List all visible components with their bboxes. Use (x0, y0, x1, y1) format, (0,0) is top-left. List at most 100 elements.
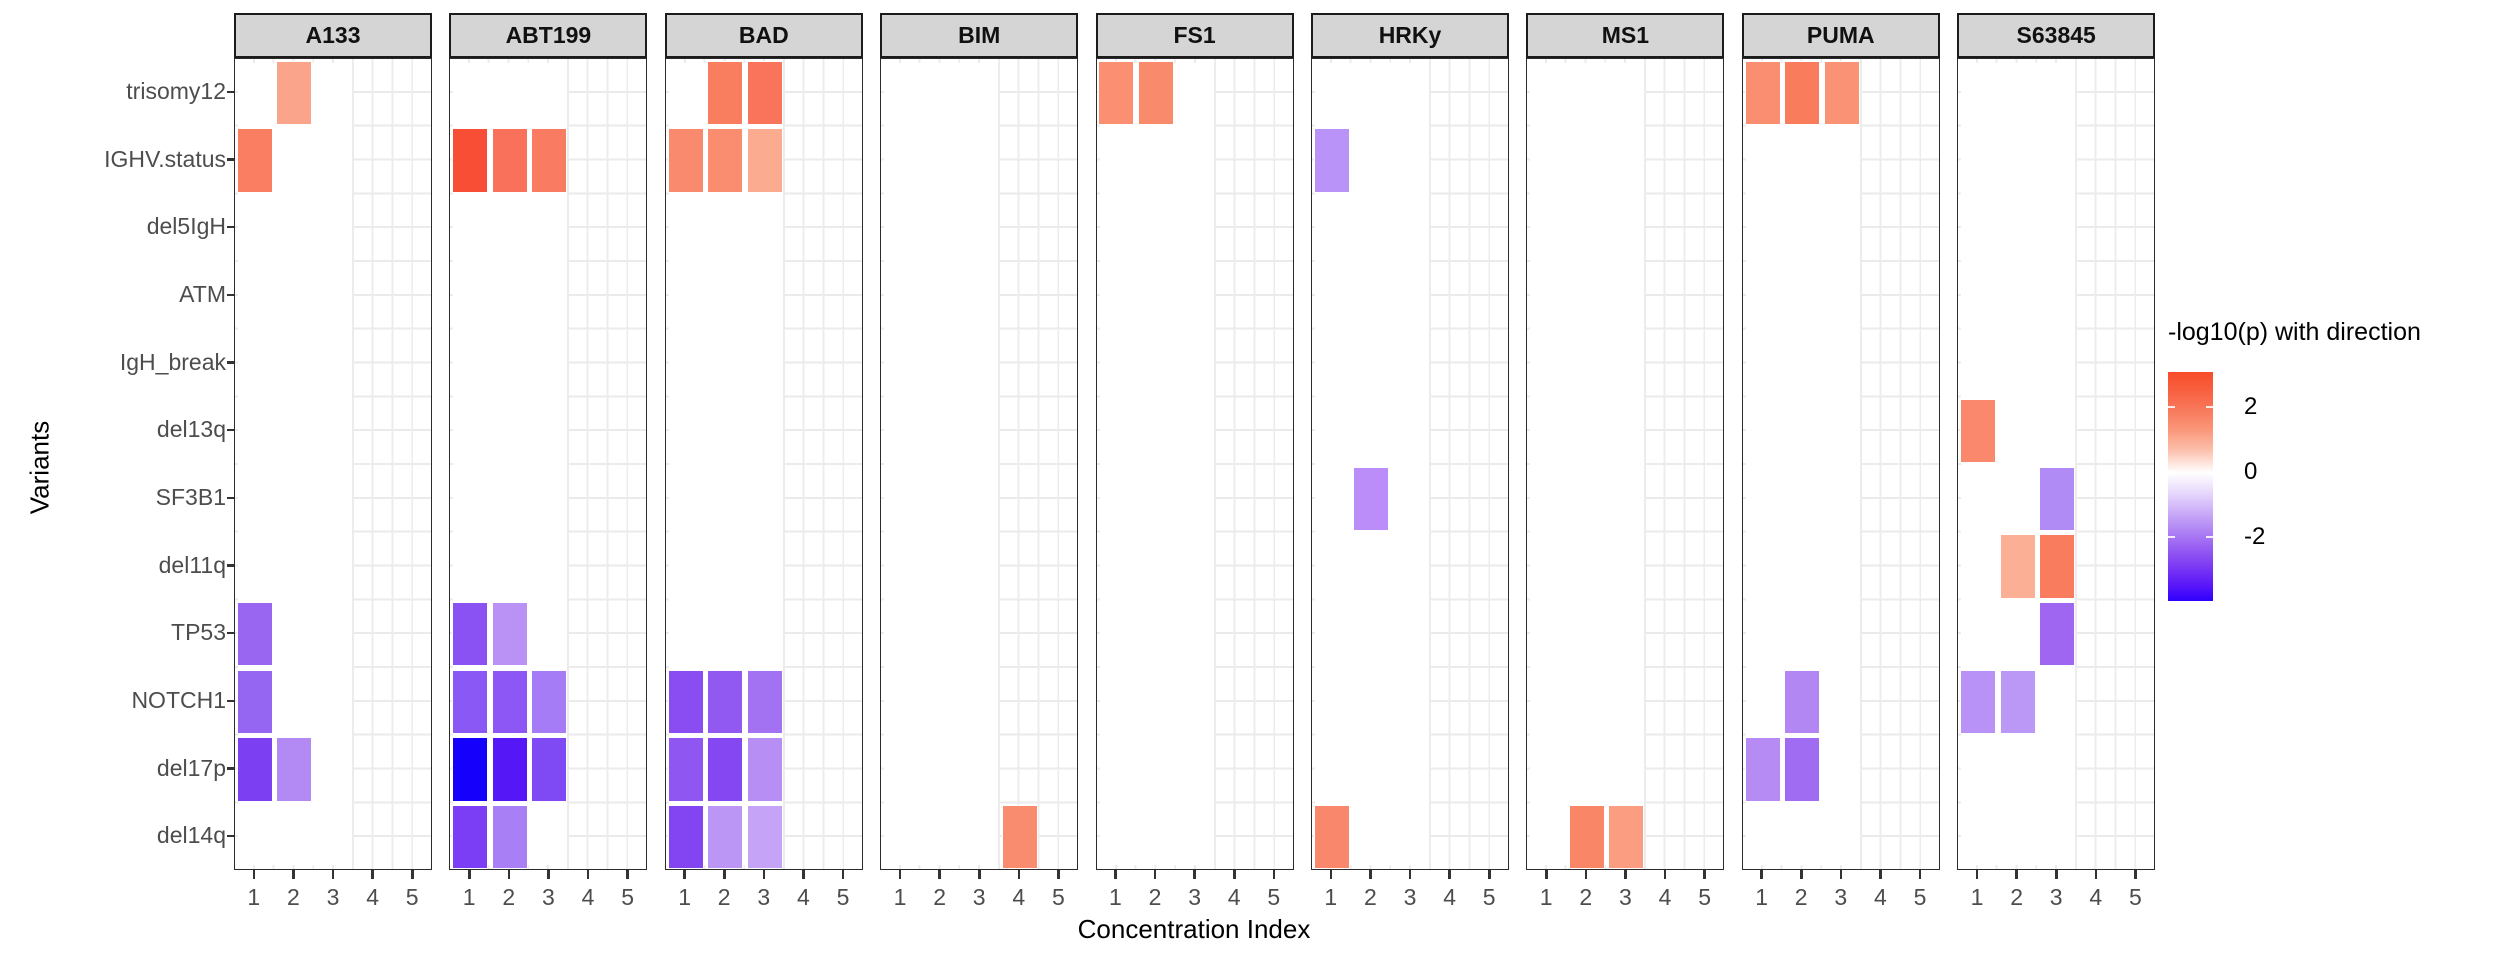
x-axis-label: 2 (1148, 884, 1162, 910)
x-axis-label: 3 (1188, 884, 1201, 910)
x-axis-label: 5 (1051, 884, 1065, 910)
x-axis-tick (2094, 870, 2098, 879)
x-axis-tick (292, 870, 295, 879)
facet-strip-MS1: MS1 (1526, 13, 1725, 58)
panel-tile-background (1099, 63, 1214, 865)
x-axis-label: 5 (1482, 884, 1496, 910)
x-axis-tick (252, 870, 256, 879)
facet-panel-PUMA (1741, 58, 1940, 870)
x-axis-label: 3 (757, 884, 771, 910)
heatmap-tile-BIM-del14q-4 (1001, 804, 1038, 869)
heatmap-tile-A133-trisomy12-2 (276, 60, 313, 126)
x-axis-tick (1545, 870, 1548, 879)
x-axis-tick (371, 870, 374, 879)
x-axis-label: 1 (462, 884, 476, 910)
facet-panel-BIM (880, 58, 1079, 870)
legend-tick-notch (2168, 536, 2175, 539)
heatmap-tile-S63845-NOTCH1-1 (1959, 669, 1996, 735)
x-axis-tick (1272, 870, 1276, 879)
facet-panel-FS1 (1095, 58, 1294, 870)
heatmap-tile-BAD-IGHV.status-2 (707, 128, 744, 193)
heatmap-tile-ABT199-del17p-1 (452, 737, 489, 802)
y-axis-tick (227, 90, 236, 94)
x-axis-tick (723, 870, 726, 879)
legend-tick-notch (2168, 471, 2175, 474)
x-axis-label: 1 (1539, 884, 1553, 910)
x-axis-label: 1 (1108, 884, 1122, 910)
x-axis-label: 1 (247, 884, 261, 910)
x-axis-tick (898, 870, 902, 879)
x-axis-label: 4 (2089, 884, 2103, 910)
x-axis-label: 3 (541, 884, 555, 910)
y-axis-tick (227, 631, 236, 635)
facet-panel-ABT199 (449, 58, 648, 870)
x-axis-tick (1584, 870, 1588, 879)
x-axis-label: 2 (933, 884, 946, 910)
x-axis-tick (1703, 870, 1706, 879)
heatmap-tile-BAD-NOTCH1-3 (746, 669, 783, 735)
x-axis-label: 1 (1324, 884, 1338, 910)
heatmap-tile-FS1-trisomy12-2 (1137, 60, 1174, 126)
x-axis-label: 3 (1403, 884, 1417, 910)
y-axis-label-del14q: del14q (156, 822, 226, 849)
heatmap-tile-PUMA-del17p-2 (1784, 737, 1821, 802)
x-axis-tick (802, 870, 805, 879)
x-axis-label: 5 (2128, 884, 2142, 910)
x-axis-tick (1800, 870, 1803, 879)
x-axis-tick (507, 870, 511, 879)
heatmap-tile-BAD-del17p-1 (667, 737, 704, 802)
heatmap-tile-S63845-SF3B1-3 (2039, 466, 2076, 532)
y-axis-tick (227, 158, 236, 161)
x-axis-label: 2 (1363, 884, 1377, 910)
heatmap-tile-ABT199-IGHV.status-3 (531, 128, 568, 193)
panel-tile-background (884, 63, 999, 865)
panel-tile-background (1961, 63, 2076, 865)
facet-strip-ABT199: ABT199 (449, 13, 648, 58)
y-axis-tick (227, 293, 236, 297)
y-axis-label-del5IgH: del5IgH (146, 213, 226, 240)
heatmap-tile-ABT199-NOTCH1-2 (491, 669, 528, 735)
y-axis-label-del17p: del17p (156, 754, 226, 781)
x-axis-tick (1408, 870, 1412, 879)
x-axis-tick (411, 870, 414, 879)
y-axis-label-NOTCH1: NOTCH1 (131, 686, 226, 713)
heatmap-tile-PUMA-trisomy12-2 (1784, 60, 1821, 126)
x-axis-tick (1017, 870, 1021, 879)
heatmap-tile-S63845-NOTCH1-2 (1999, 669, 2036, 735)
x-axis-tick (2055, 870, 2058, 879)
heatmap-tile-BAD-IGHV.status-1 (667, 128, 704, 193)
x-axis-tick (331, 870, 335, 879)
legend-tick-notch (2206, 471, 2213, 474)
x-axis-tick (1448, 870, 1451, 879)
y-axis-tick (227, 225, 236, 229)
heatmap-tile-ABT199-del17p-2 (491, 737, 528, 802)
heatmap-tile-A133-NOTCH1-1 (236, 669, 273, 735)
heatmap-tile-ABT199-IGHV.status-2 (491, 128, 528, 193)
heatmap-tile-BAD-del17p-2 (707, 737, 744, 802)
heatmap-tile-ABT199-del17p-3 (531, 737, 568, 802)
heatmap-tile-BAD-NOTCH1-2 (707, 669, 744, 735)
x-axis-tick (683, 870, 686, 879)
x-axis-tick (626, 870, 629, 879)
legend-tick-notch (2206, 405, 2213, 408)
legend-tick-label--2: -2 (2244, 523, 2266, 551)
x-axis-label: 3 (326, 884, 340, 910)
legend-tick-notch (2206, 536, 2213, 539)
facet-panel-BAD (664, 58, 863, 870)
heatmap-tile-BAD-NOTCH1-1 (667, 669, 704, 735)
heatmap-tile-A133-IGHV.status-1 (236, 128, 273, 193)
legend: -log10(p) with direction 2 0 -2 (2168, 318, 2496, 601)
x-axis-label: 4 (1443, 884, 1456, 910)
x-axis-label: 4 (1873, 884, 1887, 910)
facet-panel-HRKy (1311, 58, 1509, 870)
heatmap-tile-PUMA-trisomy12-3 (1823, 60, 1860, 126)
heatmap-tile-HRKy-del14q-1 (1313, 804, 1350, 869)
heatmap-tile-BAD-trisomy12-2 (707, 60, 744, 126)
x-axis-tick (1663, 870, 1667, 879)
x-axis-tick (1879, 870, 1882, 879)
x-axis-label: 5 (1698, 884, 1711, 910)
x-axis-label: 3 (1618, 884, 1632, 910)
y-axis-tick (227, 361, 236, 364)
x-axis-label: 4 (796, 884, 810, 910)
x-axis-label: 3 (1834, 884, 1848, 910)
